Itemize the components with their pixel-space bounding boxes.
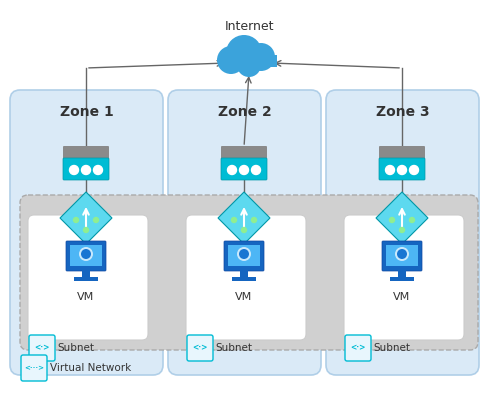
Circle shape [84, 228, 89, 233]
Text: <·>: <·> [34, 343, 50, 353]
Bar [232, 277, 256, 281]
Bar [74, 277, 98, 281]
Text: VM: VM [393, 292, 411, 302]
FancyBboxPatch shape [344, 215, 464, 340]
FancyBboxPatch shape [186, 215, 306, 340]
FancyBboxPatch shape [345, 335, 371, 361]
Circle shape [395, 247, 409, 261]
Circle shape [217, 46, 245, 74]
FancyBboxPatch shape [221, 158, 267, 180]
Text: <···>: <···> [24, 365, 44, 371]
Bar [70, 245, 102, 266]
Circle shape [82, 165, 91, 174]
FancyBboxPatch shape [66, 241, 106, 271]
FancyBboxPatch shape [28, 215, 148, 340]
Circle shape [94, 217, 99, 222]
Bar [240, 270, 248, 278]
FancyBboxPatch shape [10, 90, 163, 375]
Polygon shape [376, 192, 428, 244]
Text: VM: VM [236, 292, 252, 302]
Text: Internet: Internet [224, 20, 274, 33]
Circle shape [409, 165, 418, 174]
Circle shape [228, 165, 237, 174]
Circle shape [226, 35, 262, 71]
Text: <·>: <·> [350, 343, 366, 353]
Bar [221, 55, 277, 67]
FancyBboxPatch shape [379, 158, 425, 180]
FancyBboxPatch shape [326, 90, 479, 375]
Circle shape [237, 53, 261, 77]
FancyBboxPatch shape [20, 195, 478, 350]
Text: <·>: <·> [192, 343, 208, 353]
Circle shape [385, 165, 394, 174]
FancyBboxPatch shape [63, 146, 109, 160]
Circle shape [94, 165, 103, 174]
Text: VM: VM [77, 292, 95, 302]
FancyBboxPatch shape [21, 355, 47, 381]
Text: Zone 3: Zone 3 [375, 105, 429, 119]
Circle shape [389, 217, 394, 222]
FancyBboxPatch shape [29, 335, 55, 361]
Circle shape [397, 165, 406, 174]
FancyBboxPatch shape [221, 146, 267, 160]
Circle shape [242, 228, 247, 233]
Text: Subnet: Subnet [215, 343, 252, 353]
Bar [390, 277, 414, 281]
Text: Zone 2: Zone 2 [218, 105, 271, 119]
Circle shape [399, 228, 404, 233]
Circle shape [251, 165, 260, 174]
Circle shape [237, 247, 251, 261]
Circle shape [409, 217, 414, 222]
Circle shape [79, 247, 93, 261]
FancyBboxPatch shape [187, 335, 213, 361]
FancyBboxPatch shape [63, 158, 109, 180]
Circle shape [240, 165, 249, 174]
Bar [228, 245, 260, 266]
Text: Zone 1: Zone 1 [60, 105, 114, 119]
Bar [82, 270, 90, 278]
Text: Subnet: Subnet [57, 343, 94, 353]
Text: Subnet: Subnet [373, 343, 410, 353]
FancyBboxPatch shape [224, 241, 264, 271]
FancyBboxPatch shape [168, 90, 321, 375]
Circle shape [247, 43, 275, 71]
Circle shape [397, 249, 407, 259]
Circle shape [70, 165, 79, 174]
Polygon shape [218, 192, 270, 244]
Polygon shape [60, 192, 112, 244]
FancyBboxPatch shape [382, 241, 422, 271]
Circle shape [81, 249, 91, 259]
Circle shape [74, 217, 79, 222]
Circle shape [251, 217, 256, 222]
Circle shape [232, 217, 237, 222]
Circle shape [239, 249, 249, 259]
FancyBboxPatch shape [379, 146, 425, 160]
Bar [386, 245, 418, 266]
Text: Virtual Network: Virtual Network [50, 363, 131, 373]
Bar [398, 270, 406, 278]
